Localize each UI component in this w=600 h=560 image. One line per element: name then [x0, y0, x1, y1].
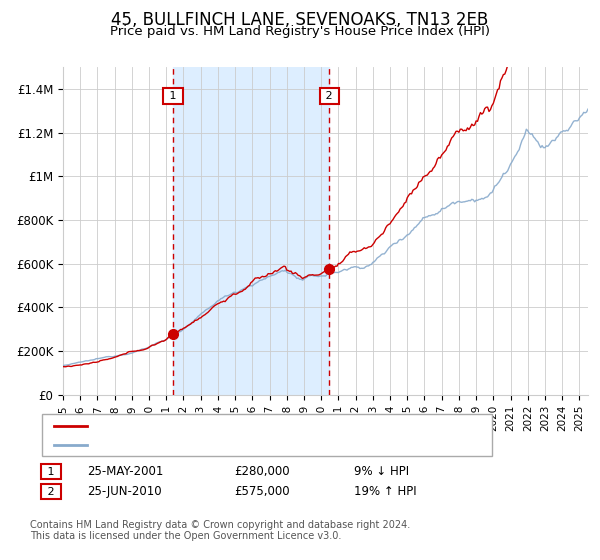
Text: 1: 1 [44, 466, 58, 477]
Text: 1: 1 [166, 91, 180, 101]
Text: 9% ↓ HPI: 9% ↓ HPI [354, 465, 409, 478]
Text: 25-JUN-2010: 25-JUN-2010 [87, 485, 161, 498]
Text: 19% ↑ HPI: 19% ↑ HPI [354, 485, 416, 498]
Text: 45, BULLFINCH LANE, SEVENOAKS, TN13 2EB: 45, BULLFINCH LANE, SEVENOAKS, TN13 2EB [112, 11, 488, 29]
Text: Price paid vs. HM Land Registry's House Price Index (HPI): Price paid vs. HM Land Registry's House … [110, 25, 490, 38]
Text: 2: 2 [322, 91, 337, 101]
Text: 2: 2 [44, 487, 58, 497]
Text: Contains HM Land Registry data © Crown copyright and database right 2024.
This d: Contains HM Land Registry data © Crown c… [30, 520, 410, 542]
Text: 45, BULLFINCH LANE, SEVENOAKS, TN13 2EB (detached house): 45, BULLFINCH LANE, SEVENOAKS, TN13 2EB … [93, 421, 448, 431]
Text: HPI: Average price, detached house, Sevenoaks: HPI: Average price, detached house, Seve… [93, 440, 360, 450]
Bar [173, 67, 329, 395]
Text: £280,000: £280,000 [234, 465, 290, 478]
Text: 25-MAY-2001: 25-MAY-2001 [87, 465, 163, 478]
Text: £575,000: £575,000 [234, 485, 290, 498]
